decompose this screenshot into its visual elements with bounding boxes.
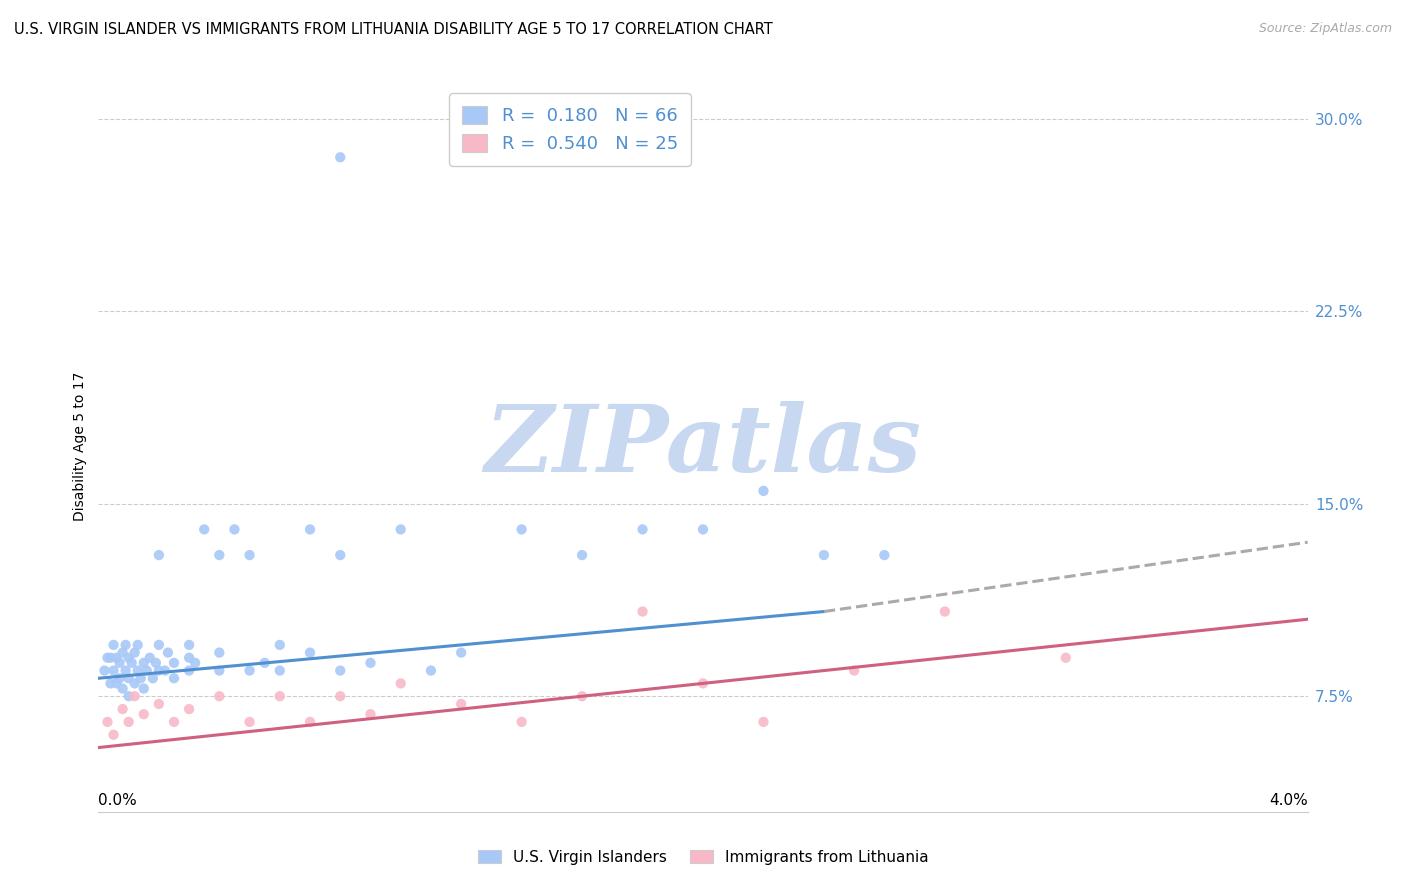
Point bbox=[148, 664, 170, 678]
Text: 0.0%: 0.0% bbox=[98, 794, 138, 808]
Point bbox=[108, 656, 131, 670]
Point bbox=[450, 646, 472, 660]
Point bbox=[269, 690, 291, 704]
Point bbox=[360, 656, 382, 670]
Point bbox=[148, 638, 170, 652]
Point bbox=[132, 681, 155, 696]
Point bbox=[692, 676, 714, 690]
Point bbox=[692, 523, 714, 537]
Point bbox=[752, 483, 775, 498]
Point bbox=[93, 664, 115, 678]
Point bbox=[127, 638, 149, 652]
Point bbox=[103, 728, 125, 742]
Point bbox=[208, 548, 231, 562]
Point bbox=[299, 714, 322, 729]
Point bbox=[450, 697, 472, 711]
Point bbox=[108, 671, 131, 685]
Text: 4.0%: 4.0% bbox=[1268, 794, 1308, 808]
Point bbox=[127, 664, 149, 678]
Point bbox=[329, 150, 352, 164]
Point bbox=[329, 690, 352, 704]
Point bbox=[124, 690, 146, 704]
Point bbox=[111, 646, 134, 660]
Point bbox=[873, 548, 896, 562]
Point bbox=[124, 676, 146, 690]
Point bbox=[571, 548, 593, 562]
Point bbox=[420, 664, 443, 678]
Point bbox=[96, 650, 118, 665]
Point bbox=[208, 664, 231, 678]
Point bbox=[145, 656, 167, 670]
Point bbox=[269, 638, 291, 652]
Point bbox=[148, 697, 170, 711]
Point bbox=[163, 656, 186, 670]
Point bbox=[179, 650, 201, 665]
Point bbox=[193, 523, 215, 537]
Point bbox=[111, 681, 134, 696]
Point bbox=[132, 707, 155, 722]
Point bbox=[329, 664, 352, 678]
Point bbox=[179, 638, 201, 652]
Point bbox=[239, 548, 262, 562]
Point bbox=[111, 702, 134, 716]
Point bbox=[118, 671, 141, 685]
Point bbox=[239, 664, 262, 678]
Legend: R =  0.180   N = 66, R =  0.540   N = 25: R = 0.180 N = 66, R = 0.540 N = 25 bbox=[450, 93, 690, 166]
Point bbox=[96, 714, 118, 729]
Point bbox=[813, 548, 835, 562]
Point bbox=[179, 664, 201, 678]
Point bbox=[163, 671, 186, 685]
Point bbox=[239, 714, 262, 729]
Legend: U.S. Virgin Islanders, Immigrants from Lithuania: U.S. Virgin Islanders, Immigrants from L… bbox=[471, 844, 935, 871]
Point bbox=[103, 664, 125, 678]
Point bbox=[269, 664, 291, 678]
Point bbox=[510, 523, 533, 537]
Point bbox=[1054, 650, 1077, 665]
Point bbox=[118, 650, 141, 665]
Point bbox=[329, 548, 352, 562]
Point bbox=[631, 523, 654, 537]
Point bbox=[135, 664, 157, 678]
Point bbox=[114, 664, 136, 678]
Point bbox=[139, 650, 162, 665]
Point bbox=[224, 523, 246, 537]
Point bbox=[148, 548, 170, 562]
Point bbox=[118, 714, 141, 729]
Point bbox=[299, 523, 322, 537]
Point bbox=[132, 656, 155, 670]
Point bbox=[389, 523, 412, 537]
Point bbox=[156, 646, 179, 660]
Point bbox=[179, 702, 201, 716]
Point bbox=[253, 656, 276, 670]
Point bbox=[103, 638, 125, 652]
Point bbox=[510, 714, 533, 729]
Point bbox=[153, 664, 176, 678]
Point bbox=[184, 656, 207, 670]
Point bbox=[631, 605, 654, 619]
Text: Source: ZipAtlas.com: Source: ZipAtlas.com bbox=[1258, 22, 1392, 36]
Point bbox=[129, 671, 152, 685]
Text: ZIPatlas: ZIPatlas bbox=[485, 401, 921, 491]
Point bbox=[118, 690, 141, 704]
Point bbox=[389, 676, 412, 690]
Point bbox=[208, 690, 231, 704]
Point bbox=[163, 714, 186, 729]
Point bbox=[114, 638, 136, 652]
Point bbox=[100, 676, 122, 690]
Point bbox=[105, 650, 128, 665]
Point bbox=[752, 714, 775, 729]
Point bbox=[844, 664, 866, 678]
Point bbox=[142, 671, 165, 685]
Point bbox=[121, 656, 143, 670]
Text: U.S. VIRGIN ISLANDER VS IMMIGRANTS FROM LITHUANIA DISABILITY AGE 5 TO 17 CORRELA: U.S. VIRGIN ISLANDER VS IMMIGRANTS FROM … bbox=[14, 22, 773, 37]
Point bbox=[100, 650, 122, 665]
Point bbox=[208, 646, 231, 660]
Point bbox=[360, 707, 382, 722]
Point bbox=[571, 690, 593, 704]
Point bbox=[105, 676, 128, 690]
Point bbox=[299, 646, 322, 660]
Point bbox=[124, 646, 146, 660]
Y-axis label: Disability Age 5 to 17: Disability Age 5 to 17 bbox=[73, 371, 87, 521]
Point bbox=[934, 605, 956, 619]
